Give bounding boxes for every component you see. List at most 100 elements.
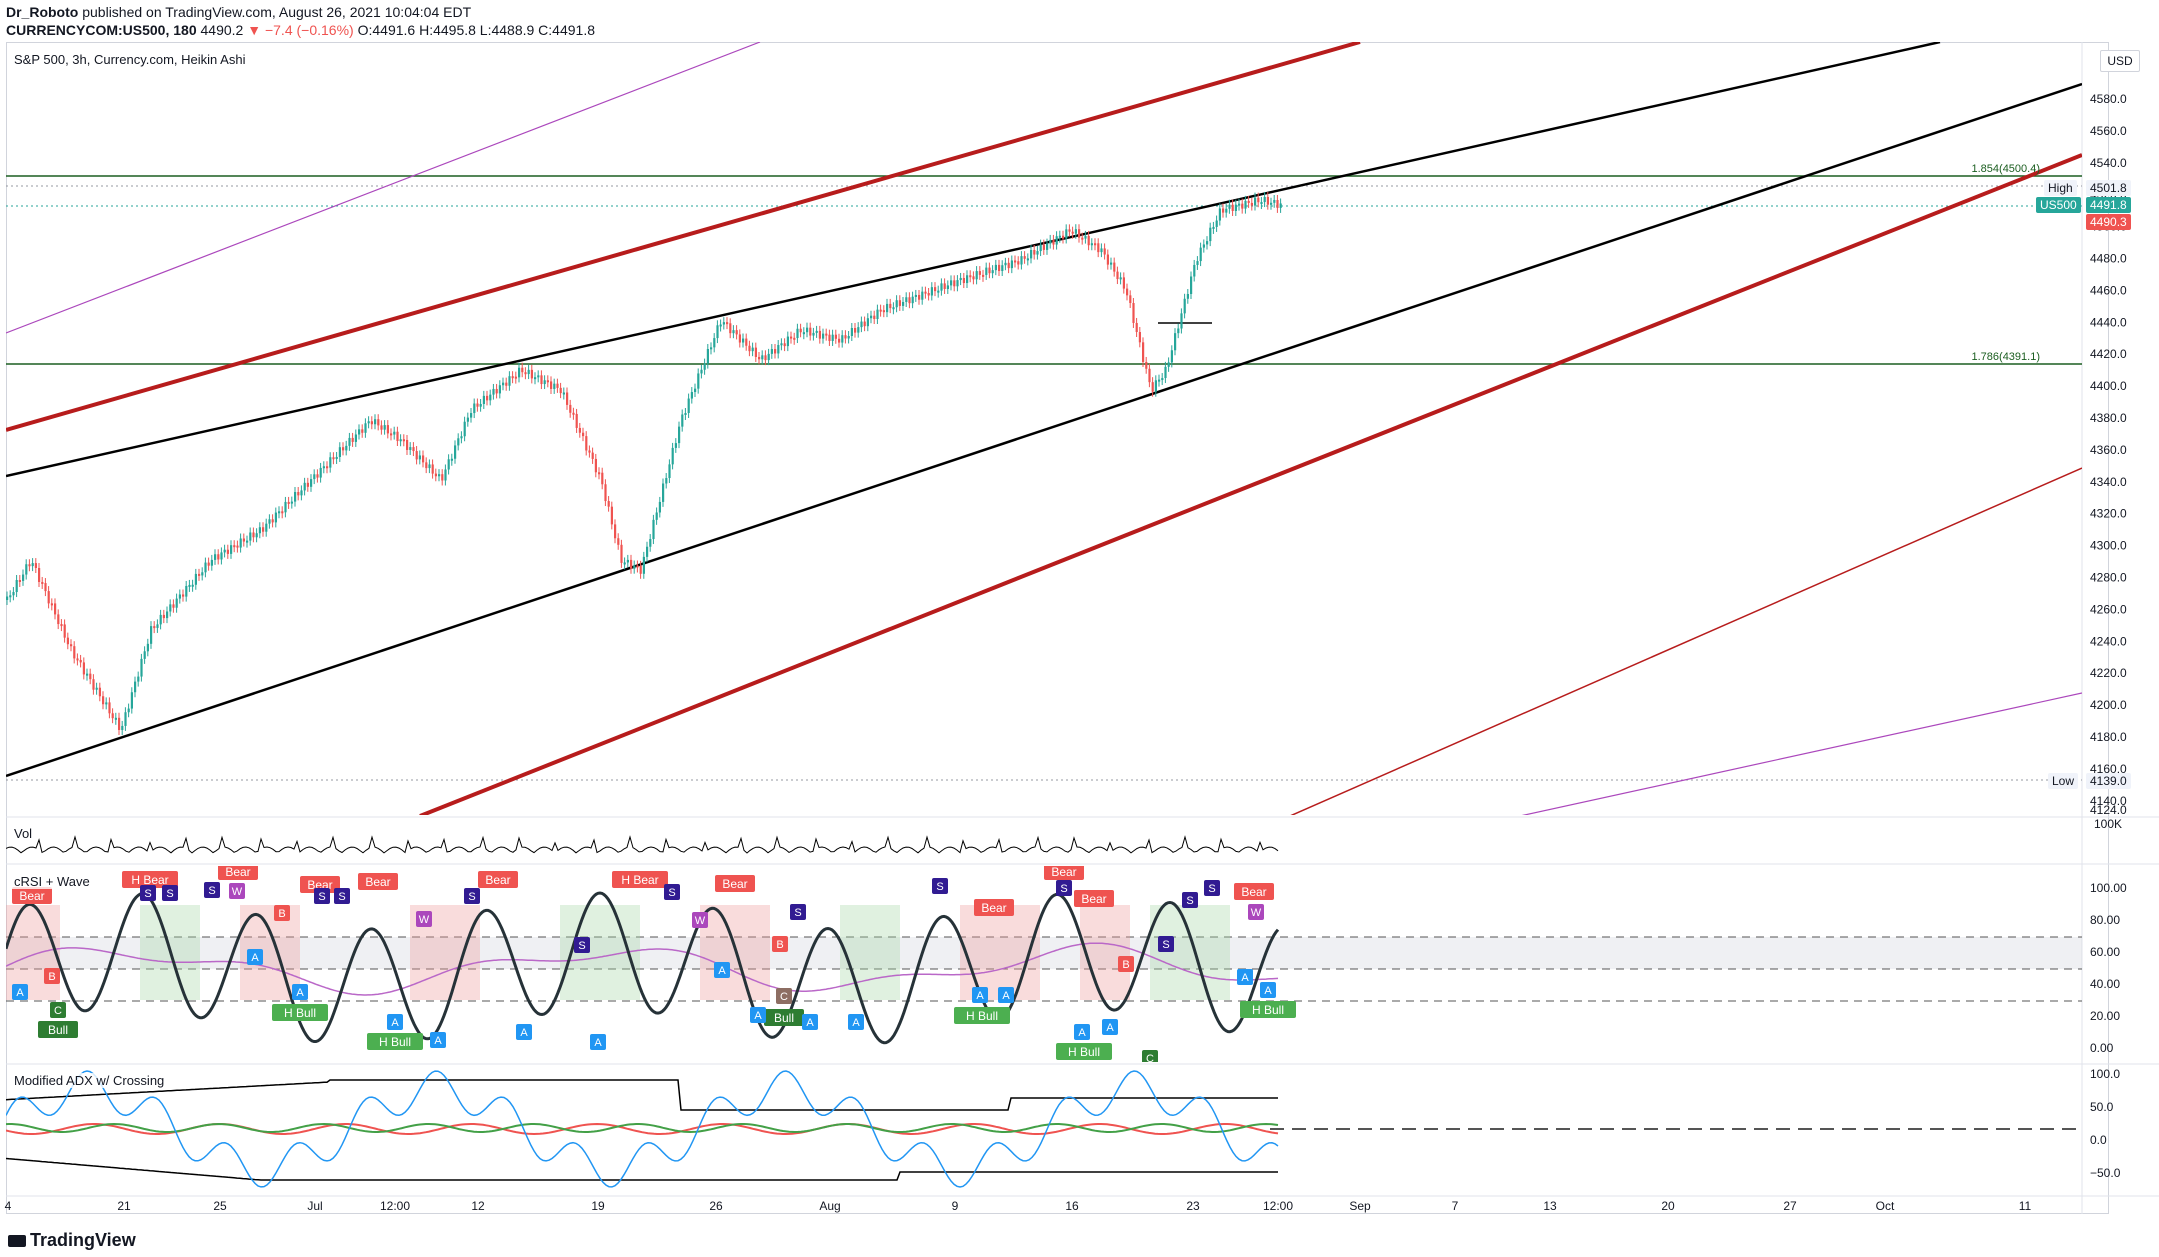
candle-body: [786, 336, 789, 347]
crsi-marker-text: S: [1186, 895, 1193, 907]
candle-body: [1020, 256, 1023, 265]
candle-body: [857, 327, 860, 333]
candle-body: [230, 545, 233, 554]
candle-body: [380, 425, 383, 430]
candle-body: [799, 328, 802, 333]
adx-pane-title[interactable]: Modified ADX w/ Crossing: [12, 1073, 167, 1088]
crsi-signal-text: H Bull: [1068, 1045, 1100, 1059]
candle-body: [956, 280, 959, 287]
price-tick-label: 4220.0: [2090, 666, 2127, 680]
crsi-signal-badge: [367, 1033, 423, 1050]
price-tick-label: 4440.0: [2090, 315, 2127, 329]
black-channel-upper: [6, 42, 1941, 478]
candle-body: [1135, 322, 1138, 333]
candle-body: [614, 524, 617, 539]
price-tick-label: 4140.0: [2090, 794, 2127, 808]
candle-body: [886, 303, 889, 313]
crsi-signal-badge: [1234, 883, 1274, 900]
crsi-marker-text: S: [144, 888, 151, 900]
crsi-marker-badge: [714, 962, 730, 978]
candle-body: [262, 527, 265, 532]
candle-body: [623, 562, 626, 565]
crsi-marker-badge: [334, 888, 350, 904]
price-axis[interactable]: 4580.04560.04540.04520.04500.04480.04460…: [2090, 92, 2127, 817]
candle-body: [114, 717, 117, 720]
candle-body: [457, 438, 460, 446]
candle-body: [898, 300, 901, 306]
candle-body: [118, 717, 121, 730]
candle-body: [761, 355, 764, 360]
crsi-signal-badge: [1056, 1043, 1112, 1060]
candle-body: [1106, 254, 1109, 265]
crsi-marker-badge: [430, 1032, 446, 1048]
candle-body: [626, 559, 629, 563]
price-tick-label: 4560.0: [2090, 124, 2127, 138]
candle-body: [402, 439, 405, 442]
candle-body: [268, 519, 271, 524]
crsi-marker-badge: [1158, 936, 1174, 952]
candle-body: [82, 662, 85, 675]
candle-body: [358, 429, 361, 435]
candle-body: [255, 533, 258, 538]
time-tick-label: Jul: [307, 1199, 322, 1213]
candle-body: [1279, 203, 1282, 208]
tradingview-logo[interactable]: TradingView: [8, 1230, 136, 1251]
author-name[interactable]: Dr_Roboto: [6, 4, 79, 20]
candle-body: [924, 291, 927, 294]
crsi-marker-text: A: [852, 1017, 860, 1029]
candle-body: [694, 388, 697, 393]
candle-body: [198, 573, 201, 576]
candle-body: [166, 611, 169, 619]
candle-body: [575, 413, 578, 428]
candle-body: [1241, 203, 1244, 209]
candle-body: [466, 417, 469, 422]
candle-body: [546, 380, 549, 383]
crsi-marker-badge: [416, 911, 432, 927]
candle-body: [914, 294, 917, 297]
candle-body: [393, 431, 396, 435]
candle-body: [607, 501, 610, 507]
crsi-signal-badge: [358, 873, 398, 890]
candle-body: [1065, 229, 1068, 239]
crsi-marker-badge: [574, 937, 590, 953]
candle-body: [902, 301, 905, 306]
candle-body: [950, 280, 953, 286]
candle-body: [214, 554, 217, 560]
candle-body: [249, 532, 252, 541]
candle-body: [716, 325, 719, 339]
crsi-signal-text: Bear: [1081, 892, 1106, 906]
candle-body: [825, 333, 828, 336]
candle-body: [1250, 202, 1253, 206]
crsi-signal-text: H Bear: [621, 873, 658, 887]
candle-body: [191, 584, 194, 587]
time-axis[interactable]: 4 21 25 Jul 12:00 12 19 26 Aug 9 16 23 12:00 Sep 7 13 20…: [5, 1199, 2032, 1213]
candle-body: [780, 343, 783, 346]
currency-button[interactable]: USD: [2100, 50, 2140, 72]
crsi-pane-title[interactable]: cRSI + Wave: [12, 874, 92, 889]
candle-body: [962, 277, 965, 284]
crsi-tick-label: 20.00: [2090, 1009, 2120, 1023]
price-tick-label: 4420.0: [2090, 347, 2127, 361]
volume-pane-title[interactable]: Vol: [12, 826, 35, 841]
candle-body: [1103, 248, 1106, 255]
crsi-marker-badge: [229, 883, 245, 899]
ohlc-values: O:4491.6 H:4495.8 L:4488.9 C:4491.8: [357, 22, 595, 38]
candle-body: [687, 398, 690, 413]
candle-body: [754, 347, 757, 357]
candle-body: [342, 447, 345, 451]
candle-body: [1116, 271, 1119, 280]
candle-body: [668, 464, 671, 479]
main-pane-title[interactable]: S&P 500, 3h, Currency.com, Heikin Ashi: [12, 52, 248, 67]
candle-body: [98, 687, 101, 697]
candle-body: [1215, 220, 1218, 227]
candle-body: [41, 581, 44, 584]
symbol-name: CURRENCYCOM:US500, 180: [6, 22, 197, 38]
candle-body: [1090, 243, 1093, 246]
price-tick-label: 4400.0: [2090, 379, 2127, 393]
crsi-midband: [6, 937, 2082, 969]
adx-axis: 100.0 50.0 0.0 −50.0: [2090, 1067, 2121, 1180]
candle-body: [559, 387, 562, 394]
crsi-signal-text: Bear: [365, 875, 390, 889]
candle-body: [831, 334, 834, 341]
